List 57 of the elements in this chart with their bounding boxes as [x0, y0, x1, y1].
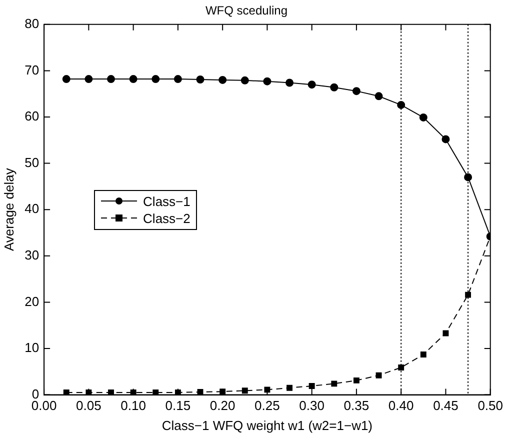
point [108, 390, 114, 395]
x-tick-label: 0.50 [478, 398, 504, 414]
point [376, 372, 382, 378]
point [264, 386, 270, 393]
point [308, 383, 315, 389]
point [240, 76, 249, 84]
point [331, 380, 338, 387]
legend-label: Class−2 [143, 210, 190, 226]
chart-title: WFQ sceduling [205, 4, 288, 18]
point [174, 75, 182, 84]
point [152, 390, 159, 395]
point [62, 75, 70, 84]
point [308, 80, 316, 89]
point [84, 75, 93, 84]
y-tick-label: 30 [24, 247, 40, 262]
point [242, 388, 248, 394]
point [419, 113, 428, 122]
x-tick-label: 0.05 [76, 398, 102, 414]
point [353, 377, 360, 384]
point [218, 76, 227, 84]
x-tick-label: 0.45 [433, 398, 458, 414]
point [63, 390, 70, 395]
y-tick-label: 20 [24, 294, 40, 309]
x-tick-label: 0.25 [254, 398, 280, 414]
x-tick-label: 0.15 [165, 398, 191, 414]
x-tick-label: 0.10 [120, 398, 146, 414]
point [442, 330, 449, 336]
point [374, 92, 383, 100]
point [196, 75, 204, 84]
point [398, 364, 404, 370]
y-tick-label: 80 [24, 16, 40, 31]
point [129, 75, 138, 84]
y-tick-label: 40 [24, 201, 40, 216]
point [286, 384, 292, 391]
point [464, 173, 472, 182]
x-tick-label: 0.35 [344, 398, 370, 414]
point [330, 83, 338, 92]
point [197, 389, 204, 395]
point [286, 78, 294, 87]
y-tick-label: 50 [24, 154, 40, 170]
legend-label: Class−1 [143, 194, 190, 209]
point [442, 135, 450, 144]
y-axis-title: Average delay [1, 168, 16, 252]
point [465, 292, 472, 298]
point [397, 100, 406, 109]
point [263, 77, 272, 86]
y-tick-label: 60 [24, 108, 40, 124]
x-axis-title: Class−1 WFQ weight w1 (w2=1−w1) [162, 418, 373, 433]
point [420, 352, 426, 358]
point [352, 87, 360, 96]
point [107, 75, 116, 84]
x-tick-label: 0.40 [388, 398, 414, 414]
x-tick-label: 0.20 [210, 398, 236, 414]
y-tick-label: 70 [24, 62, 40, 78]
x-tick-label: 0.30 [299, 398, 324, 414]
y-tick-label: 10 [24, 340, 40, 356]
point [152, 75, 160, 84]
